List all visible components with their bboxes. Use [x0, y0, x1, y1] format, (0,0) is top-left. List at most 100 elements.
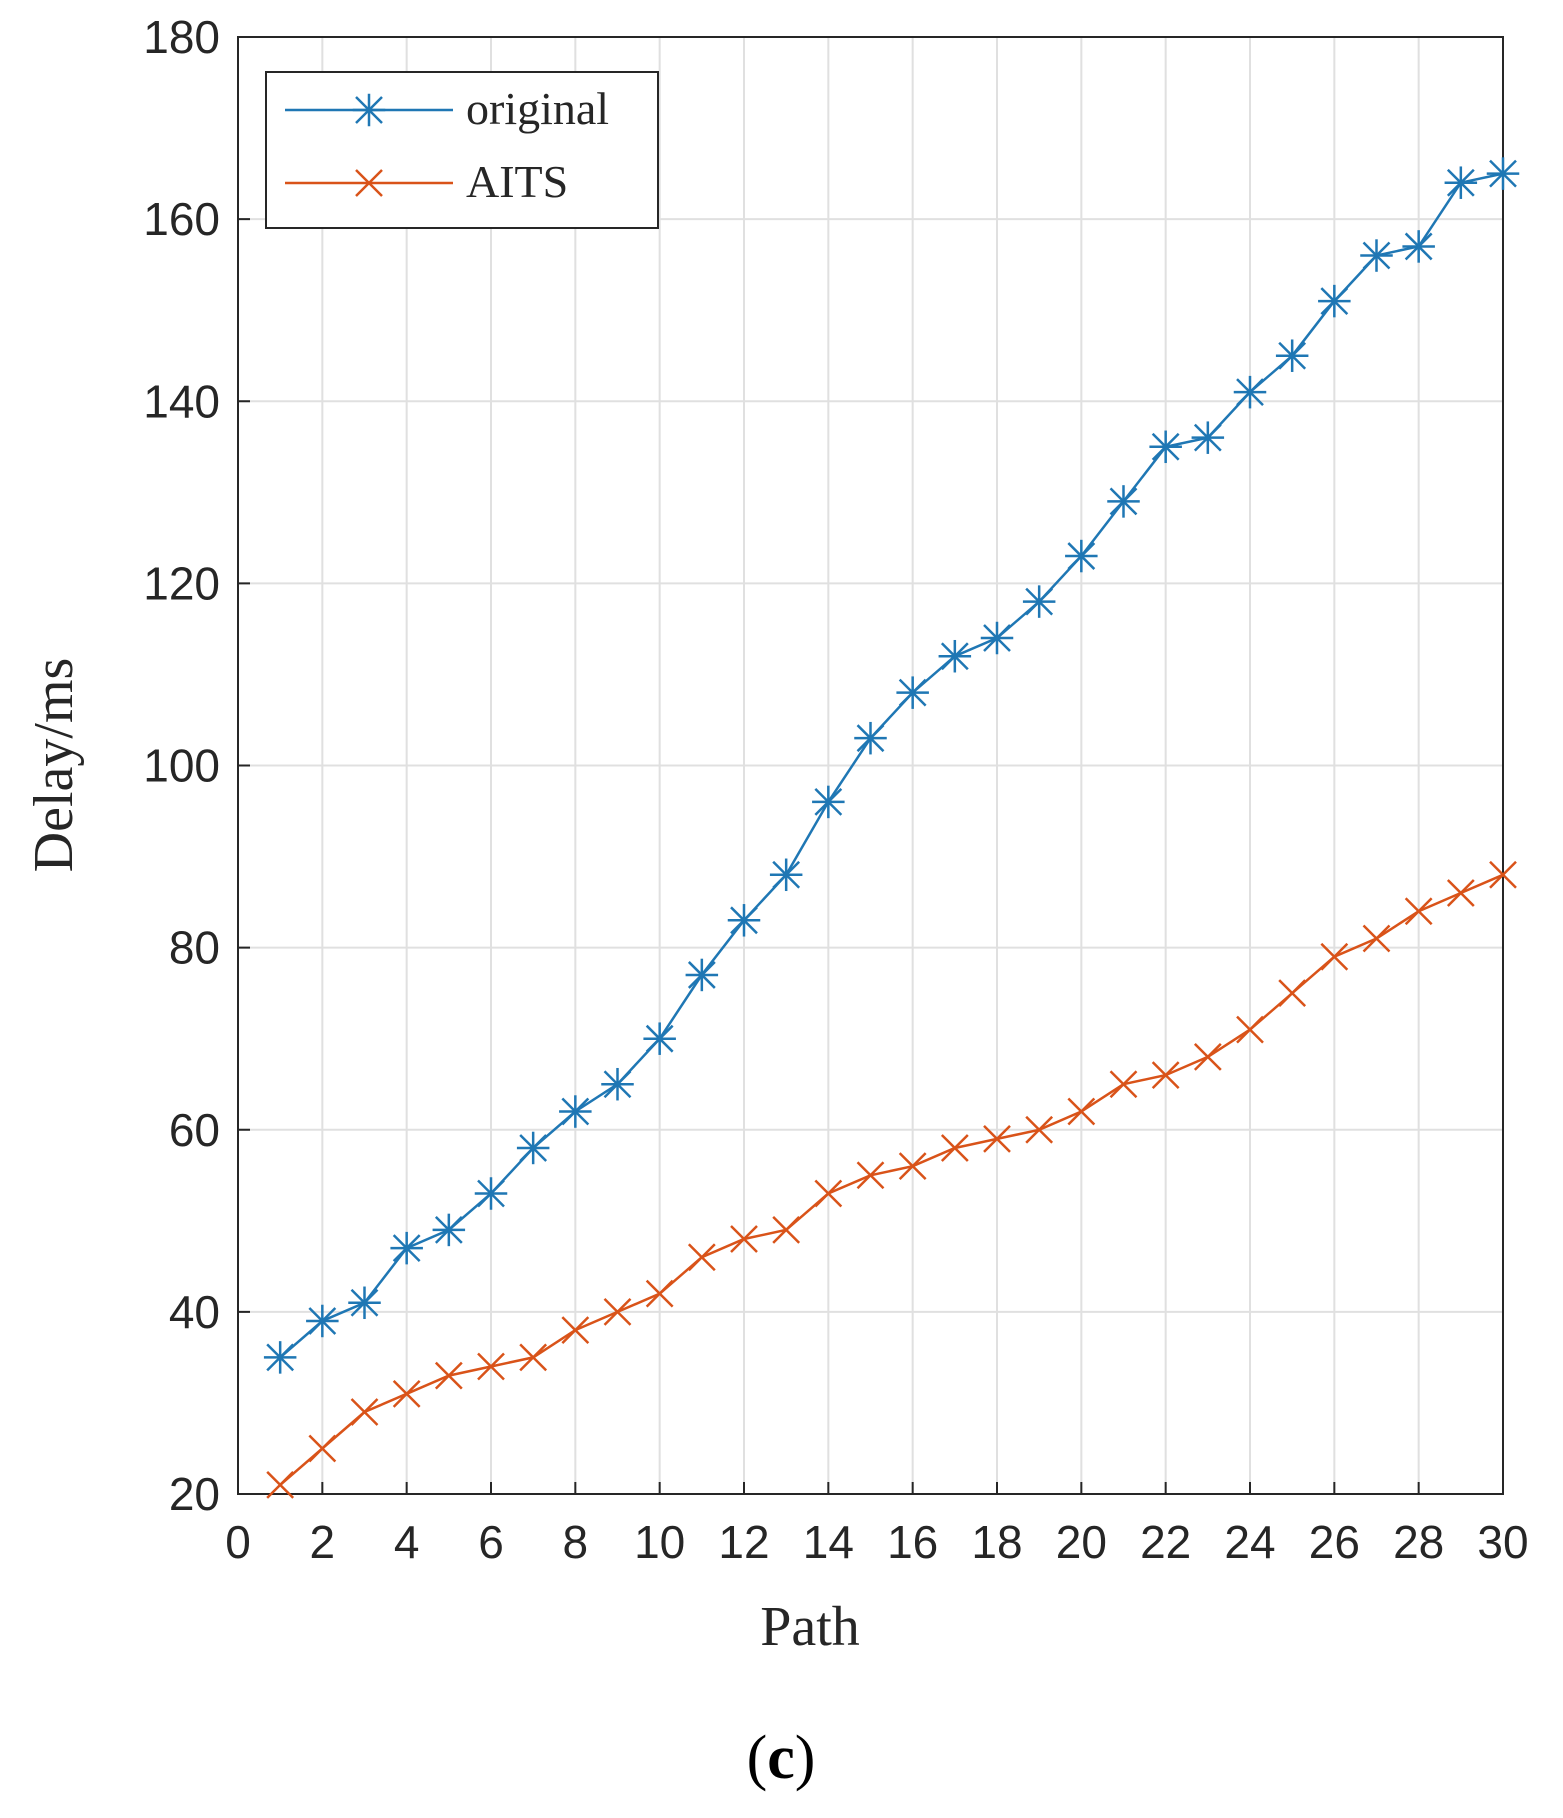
caption-close-paren: ) — [795, 1724, 816, 1792]
data-point-aits — [1109, 1070, 1138, 1099]
data-point-original — [263, 1341, 297, 1374]
y-tick-label: 40 — [169, 1286, 220, 1338]
y-tick-label: 100 — [143, 740, 220, 792]
y-tick-label: 160 — [143, 193, 220, 245]
x-tick-label: 4 — [394, 1516, 420, 1568]
data-point-original — [769, 858, 803, 892]
x-tick-label: 24 — [1224, 1516, 1275, 1568]
data-point-aits — [898, 1152, 927, 1181]
legend-box — [265, 71, 659, 229]
data-point-original — [643, 1022, 676, 1055]
data-point-original — [516, 1131, 550, 1165]
data-point-original — [390, 1231, 423, 1265]
caption: (c) — [747, 1724, 816, 1792]
x-tick-label: 20 — [1056, 1516, 1107, 1568]
x-tick-label: 2 — [310, 1516, 336, 1568]
data-point-original — [854, 721, 887, 755]
y-axis-title: Delay/ms — [23, 658, 85, 873]
data-point-aits — [350, 1398, 379, 1426]
legend-label-original: original — [466, 83, 609, 134]
data-point-original — [1402, 230, 1435, 263]
legend-marker-symbol — [355, 169, 383, 197]
data-point-aits — [645, 1279, 674, 1308]
x-tick-label: 22 — [1140, 1516, 1191, 1568]
data-point-aits — [772, 1216, 801, 1244]
data-point-original — [1360, 239, 1393, 272]
data-point-original — [896, 676, 929, 709]
data-point-aits — [940, 1134, 969, 1162]
data-point-aits — [477, 1352, 505, 1381]
x-tick-label: 0 — [225, 1516, 251, 1568]
x-tick-label: 26 — [1309, 1516, 1360, 1568]
x-tick-label: 18 — [971, 1516, 1022, 1568]
data-point-aits — [1320, 942, 1349, 971]
y-tick-label: 60 — [169, 1104, 220, 1156]
x-tick-label: 12 — [718, 1516, 769, 1568]
data-point-aits — [730, 1225, 758, 1253]
x-axis-title: Path — [760, 1596, 860, 1658]
data-point-original — [474, 1177, 508, 1210]
series — [263, 157, 1520, 1499]
data-point-original — [980, 621, 1014, 655]
data-point-original — [1486, 157, 1520, 190]
data-point-aits — [687, 1243, 716, 1272]
x-tick-label: 8 — [563, 1516, 589, 1568]
x-tick-label: 10 — [634, 1516, 685, 1568]
data-point-aits — [392, 1379, 421, 1408]
series-line-aits — [279, 873, 1504, 1486]
data-point-aits — [1489, 860, 1517, 889]
data-point-aits — [308, 1434, 337, 1463]
data-point-aits — [561, 1316, 590, 1344]
data-point-aits — [1067, 1097, 1096, 1126]
legend-marker-symbol — [352, 93, 386, 127]
y-tick-label: 80 — [169, 922, 220, 974]
caption-open-paren: ( — [747, 1724, 768, 1792]
data-point-aits — [1362, 924, 1391, 953]
y-tick-label: 140 — [143, 375, 220, 427]
legend-marker-original — [352, 93, 386, 127]
legend-marker-aits — [355, 169, 383, 197]
grid — [237, 36, 1504, 1495]
legend-label-aits: AITS — [466, 156, 568, 207]
x-tick-label: 30 — [1477, 1516, 1528, 1568]
data-point-original — [812, 785, 845, 819]
y-tick-label: 180 — [143, 11, 220, 63]
data-point-aits — [434, 1361, 463, 1390]
data-point-original — [938, 639, 972, 673]
data-point-original — [1107, 485, 1140, 518]
x-tick-label: 14 — [803, 1516, 854, 1568]
data-point-aits — [814, 1179, 843, 1208]
data-point-original — [559, 1095, 592, 1128]
data-point-aits — [519, 1343, 548, 1372]
data-point-aits — [603, 1297, 632, 1326]
x-tick-label: 16 — [887, 1516, 938, 1568]
data-point-original — [601, 1067, 634, 1101]
data-point-original — [1191, 421, 1225, 454]
data-point-aits — [1446, 879, 1475, 907]
data-point-original — [348, 1286, 381, 1320]
data-point-aits — [1404, 897, 1433, 926]
data-point-original — [1065, 539, 1098, 573]
data-point-original — [1318, 284, 1351, 318]
y-tick-label: 20 — [169, 1468, 220, 1520]
data-point-aits — [856, 1161, 885, 1190]
data-point-original — [727, 904, 761, 937]
y-tick-label: 120 — [143, 557, 220, 609]
data-point-aits — [1025, 1115, 1054, 1144]
data-point-original — [1022, 585, 1056, 618]
data-point-aits — [266, 1471, 295, 1499]
data-point-original — [432, 1213, 466, 1247]
caption-letter: c — [767, 1724, 795, 1792]
data-point-aits — [1193, 1043, 1222, 1071]
data-point-original — [1275, 339, 1309, 372]
data-point-aits — [1278, 979, 1307, 1008]
legend: original AITS — [265, 71, 659, 229]
data-point-original — [1233, 375, 1267, 409]
data-point-aits — [983, 1124, 1011, 1153]
x-tick-label: 28 — [1393, 1516, 1444, 1568]
data-point-original — [306, 1304, 339, 1338]
x-tick-label: 6 — [478, 1516, 504, 1568]
data-point-aits — [1151, 1061, 1180, 1089]
data-point-original — [1444, 166, 1478, 199]
